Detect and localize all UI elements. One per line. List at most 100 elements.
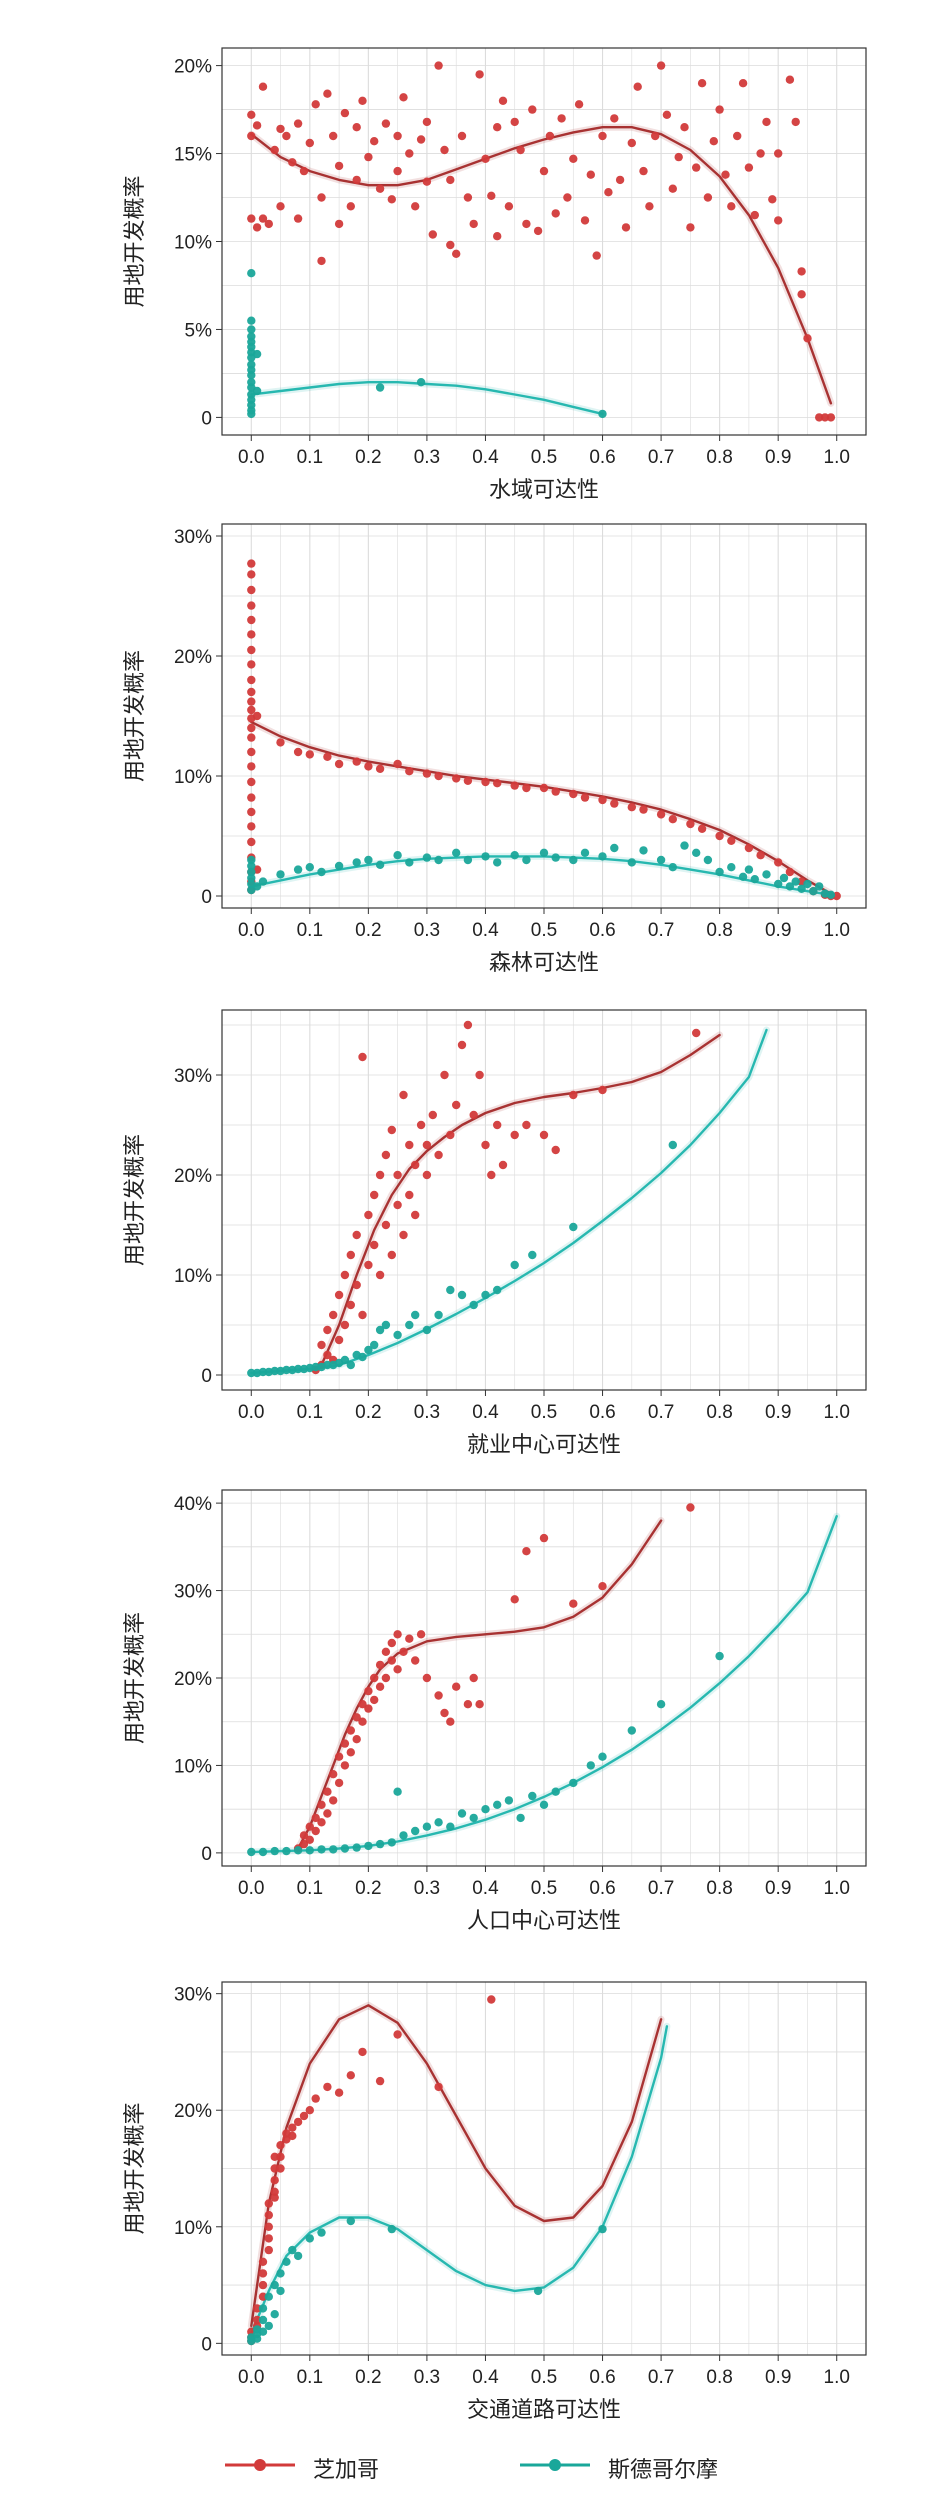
- series-stockholm: [247, 269, 607, 419]
- data-point: [258, 1367, 268, 1377]
- x-tick-label: 0.1: [297, 920, 323, 941]
- data-point: [539, 1130, 549, 1140]
- data-point: [346, 2071, 355, 2080]
- data-point: [481, 777, 490, 787]
- data-point: [247, 269, 256, 278]
- data-point: [323, 752, 332, 761]
- data-point: [346, 1726, 355, 1735]
- data-point: [393, 131, 402, 141]
- x-tick-label: 0.1: [297, 2367, 323, 2388]
- data-point: [446, 1285, 455, 1295]
- data-point: [305, 1835, 314, 1845]
- x-tick-label: 0.3: [414, 2367, 440, 2388]
- x-tick-label: 0.0: [238, 2367, 264, 2388]
- data-point: [446, 240, 455, 250]
- data-point: [797, 884, 806, 893]
- data-point: [475, 1070, 484, 1080]
- data-point: [252, 121, 262, 130]
- data-point: [481, 1290, 490, 1300]
- data-point: [715, 831, 724, 841]
- data-point: [487, 1995, 496, 2004]
- data-point: [311, 1826, 320, 1836]
- data-point: [393, 1665, 402, 1674]
- legend: 芝加哥 斯德哥尔摩: [0, 2440, 951, 2490]
- data-point: [393, 2030, 402, 2039]
- data-point: [387, 1638, 396, 1648]
- data-point: [247, 645, 256, 655]
- data-point: [440, 145, 449, 155]
- series-stockholm: [247, 841, 836, 899]
- data-point: [258, 2327, 268, 2336]
- fit-curve-stockholm_curve: [250, 2025, 669, 2336]
- data-point: [323, 89, 332, 98]
- data-point: [434, 2082, 443, 2092]
- data-point: [305, 750, 314, 759]
- data-point: [293, 2117, 303, 2127]
- data-point: [686, 223, 695, 232]
- data-point: [334, 1778, 344, 1788]
- x-tick-label: 0.7: [648, 447, 674, 468]
- data-point: [791, 117, 800, 127]
- data-point: [258, 2269, 268, 2278]
- data-point: [516, 1813, 525, 1823]
- chart-panel-3: 0.0 0.1 0.2 0.3 0.4 0.5 0.6 0.7 0.8 0.9 1.0 0 10% 20%…: [123, 1009, 867, 1458]
- data-point: [270, 2152, 279, 2161]
- data-point: [703, 855, 713, 865]
- data-point: [539, 166, 549, 176]
- data-point: [375, 1682, 385, 1691]
- data-point: [334, 1290, 344, 1300]
- x-tick-label: 1.0: [824, 447, 850, 468]
- data-point: [264, 2245, 273, 2255]
- x-tick-label: 0.0: [238, 1402, 264, 1423]
- data-point: [352, 1230, 361, 1240]
- data-point: [598, 1085, 607, 1095]
- data-point: [387, 1250, 396, 1260]
- data-point: [428, 1110, 437, 1120]
- data-point: [252, 2304, 262, 2313]
- x-tick-label: 0.2: [355, 1402, 381, 1423]
- grid: [222, 524, 866, 908]
- legend-label-stockholm: 斯德哥尔摩: [608, 2458, 719, 2483]
- data-point: [270, 1366, 279, 1376]
- data-point: [247, 855, 256, 865]
- data-point: [381, 1673, 391, 1683]
- data-point: [352, 1843, 361, 1852]
- data-point: [416, 378, 426, 387]
- data-point: [311, 1813, 320, 1823]
- data-point: [692, 163, 701, 172]
- data-point: [493, 1285, 502, 1295]
- data-point: [293, 865, 303, 874]
- x-tick-label: 0.4: [472, 920, 499, 941]
- data-point: [264, 219, 273, 229]
- data-point: [457, 131, 467, 141]
- data-point: [481, 1805, 490, 1814]
- x-tick-label: 0.1: [297, 447, 323, 468]
- data-point: [569, 1090, 578, 1100]
- data-point: [252, 711, 262, 721]
- data-point: [340, 1739, 350, 1748]
- data-point: [610, 843, 619, 853]
- data-point: [692, 1028, 701, 1038]
- y-tick-label: 0: [201, 2334, 212, 2355]
- data-point: [785, 75, 795, 84]
- data-point: [270, 2193, 279, 2202]
- y-tick-label: 15%: [174, 145, 212, 166]
- data-point: [247, 822, 256, 831]
- data-point: [375, 383, 385, 392]
- data-point: [387, 1656, 396, 1665]
- data-point: [293, 747, 303, 757]
- legend-label-chicago: 芝加哥: [313, 2458, 380, 2483]
- data-point: [762, 870, 771, 879]
- data-point: [744, 163, 754, 172]
- data-point: [469, 219, 478, 229]
- data-point: [270, 145, 279, 155]
- data-point: [247, 687, 256, 697]
- data-point: [674, 152, 683, 162]
- data-point: [416, 1630, 426, 1639]
- data-point: [493, 779, 502, 788]
- data-point: [668, 863, 677, 872]
- data-point: [727, 863, 736, 872]
- data-point: [475, 70, 484, 79]
- series-stockholm: [247, 2216, 607, 2346]
- data-point: [358, 1717, 367, 1726]
